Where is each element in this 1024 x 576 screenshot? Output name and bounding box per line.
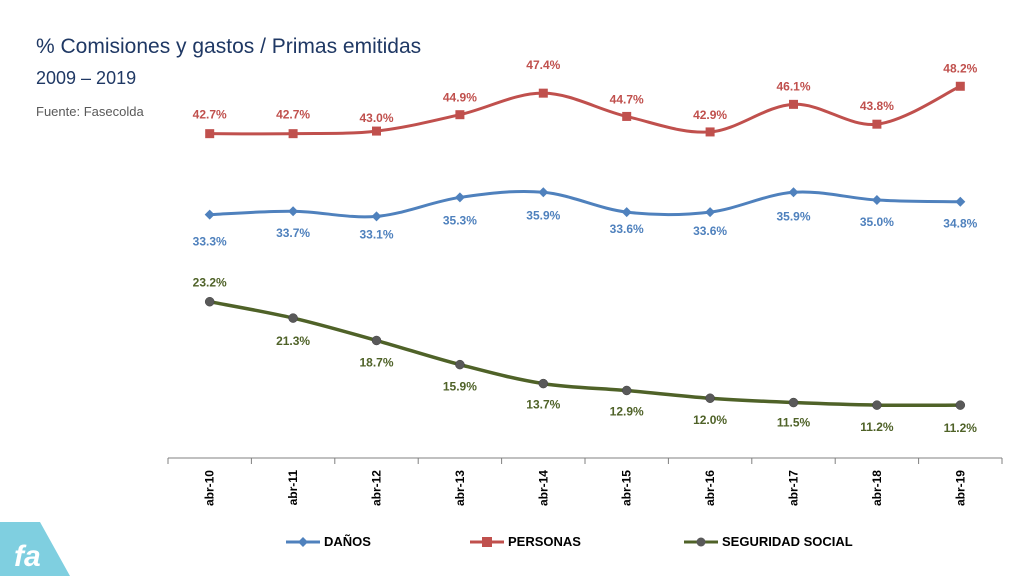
data-point-danos (204, 209, 215, 220)
data-label-personas: 46.1% (776, 79, 810, 93)
data-label-danos: 34.8% (943, 217, 977, 231)
legend-label-personas: PERSONAS (508, 534, 581, 549)
data-label-personas: 48.2% (943, 61, 977, 75)
x-tick-label: abr-19 (953, 470, 967, 506)
source-note: Fuente: Fasecolda (36, 104, 144, 119)
legend-label-danos: DAÑOS (324, 534, 371, 549)
data-label-seguridad-social: 21.3% (276, 334, 310, 348)
data-label-danos: 35.9% (776, 209, 810, 223)
data-label-seguridad-social: 12.9% (610, 404, 644, 418)
data-point-danos (955, 196, 966, 207)
data-label-personas: 42.7% (276, 108, 310, 122)
data-label-danos: 33.3% (193, 235, 227, 249)
legend-line-danos-icon (286, 536, 320, 547)
data-point-seguridad-social (621, 385, 632, 396)
data-label-seguridad-social: 18.7% (359, 355, 393, 369)
data-label-seguridad-social: 12.0% (693, 413, 727, 427)
x-tick-label: abr-14 (536, 470, 550, 506)
data-label-seguridad-social: 11.5% (777, 416, 811, 430)
data-point-personas (538, 88, 548, 98)
data-point-danos (371, 211, 382, 222)
svg-text:fa: fa (14, 540, 41, 573)
data-point-seguridad-social (538, 378, 549, 389)
legend-item-danos: DAÑOS (286, 534, 371, 549)
data-point-danos (621, 207, 632, 218)
x-tick-label: abr-13 (453, 470, 467, 506)
data-label-personas: 44.9% (443, 91, 477, 105)
data-label-personas: 43.0% (359, 111, 393, 125)
x-tick-label: abr-18 (870, 470, 884, 506)
data-point-personas (872, 119, 882, 129)
data-point-seguridad-social (204, 296, 215, 307)
data-point-personas (622, 111, 632, 121)
fasecolda-logo-icon: fa (0, 522, 70, 576)
data-point-seguridad-social (705, 393, 715, 403)
data-label-personas: 42.7% (193, 108, 227, 122)
chart-title: % Comisiones y gastos / Primas emitidas (36, 35, 422, 58)
data-label-danos: 33.6% (693, 224, 727, 238)
x-tick-label: abr-11 (286, 470, 300, 506)
x-tick-label: abr-16 (703, 470, 717, 506)
data-label-seguridad-social: 13.7% (526, 398, 560, 412)
data-label-personas: 47.4% (526, 58, 560, 72)
data-point-seguridad-social (455, 359, 465, 370)
data-point-seguridad-social (288, 313, 298, 323)
legend-line-personas-icon (470, 536, 504, 547)
x-tick-label: abr-12 (370, 470, 384, 506)
legend-label-seguridad-social: SEGURIDAD SOCIAL (722, 534, 853, 549)
legend-line-seguridad-social-icon (684, 537, 718, 546)
data-label-personas: 42.9% (693, 108, 727, 122)
data-point-personas (705, 127, 715, 137)
data-label-seguridad-social: 11.2% (860, 420, 894, 434)
data-point-personas (955, 81, 965, 91)
data-label-danos: 35.0% (860, 215, 894, 229)
chart-legend: DAÑOS PERSONAS SEGURIDAD SOCIAL (0, 534, 1024, 554)
data-point-danos (871, 195, 882, 206)
data-label-seguridad-social: 11.2% (944, 421, 978, 435)
x-tick-label: abr-17 (787, 470, 801, 506)
data-label-danos: 35.3% (443, 213, 477, 227)
data-point-seguridad-social (872, 400, 882, 410)
data-label-personas: 44.7% (610, 92, 644, 106)
data-point-seguridad-social (371, 335, 382, 346)
data-point-seguridad-social (788, 397, 799, 408)
data-label-personas: 43.8% (860, 99, 894, 113)
data-label-seguridad-social: 23.2% (193, 276, 227, 290)
series-line-danos (209, 189, 961, 219)
data-label-danos: 33.7% (276, 226, 310, 240)
chart-subtitle: 2009 – 2019 (36, 68, 137, 88)
data-label-danos: 35.9% (526, 208, 560, 222)
data-label-danos: 33.6% (610, 222, 644, 236)
series-line-personas (209, 84, 961, 136)
legend-item-personas: PERSONAS (470, 534, 581, 549)
data-label-danos: 33.1% (359, 227, 393, 241)
data-point-personas (288, 129, 298, 139)
legend-item-seguridad-social: SEGURIDAD SOCIAL (684, 534, 853, 549)
series-line-seguridad-social (209, 299, 961, 408)
data-point-seguridad-social (955, 400, 966, 410)
data-point-danos (288, 206, 299, 217)
data-point-personas (205, 129, 215, 139)
data-point-danos (538, 187, 549, 198)
data-point-danos (705, 207, 716, 218)
data-point-danos (788, 187, 799, 198)
data-point-personas (455, 110, 465, 120)
x-tick-label: abr-15 (620, 470, 634, 506)
x-tick-label: abr-10 (203, 470, 217, 506)
data-point-personas (789, 99, 798, 109)
data-point-personas (372, 126, 381, 136)
data-point-danos (454, 192, 465, 203)
data-label-seguridad-social: 15.9% (443, 380, 477, 394)
